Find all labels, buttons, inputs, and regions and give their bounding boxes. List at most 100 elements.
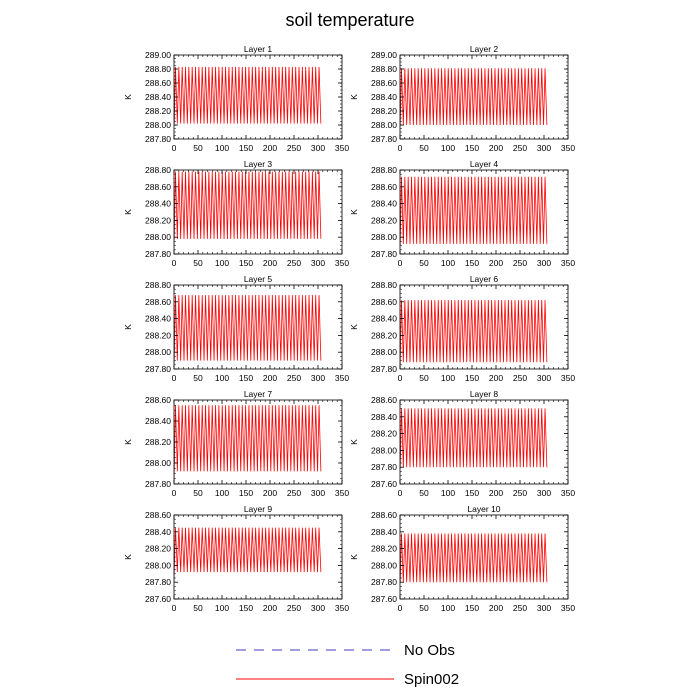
x-tick-label: 100 bbox=[441, 488, 455, 498]
y-tick-label: 288.00 bbox=[371, 560, 397, 570]
panel-layer-5: 0 50 100 150 200 250 300 350 287.80 288.00 288.20 2… bbox=[123, 274, 349, 383]
x-tick-label: 300 bbox=[311, 603, 325, 613]
panel-layer-2: 0 50 100 150 200 250 300 350 287.80 288.00 288.20 2… bbox=[349, 44, 575, 153]
y-tick-label: 288.80 bbox=[371, 280, 397, 290]
y-tick-label: 288.60 bbox=[145, 78, 171, 88]
x-tick-label: 50 bbox=[193, 373, 203, 383]
y-tick-label: 288.00 bbox=[145, 120, 171, 130]
x-tick-label: 100 bbox=[441, 258, 455, 268]
y-tick-label: 288.60 bbox=[371, 510, 397, 520]
x-tick-label: 150 bbox=[465, 488, 479, 498]
series-line-spin002 bbox=[400, 533, 548, 583]
y-tick-label: 288.00 bbox=[145, 560, 171, 570]
x-tick-label: 0 bbox=[172, 373, 177, 383]
x-tick-label: 200 bbox=[263, 373, 277, 383]
y-tick-label: 288.40 bbox=[145, 314, 171, 324]
y-tick-label: 287.80 bbox=[145, 479, 171, 489]
x-tick-label: 350 bbox=[335, 258, 349, 268]
y-tick-label: 288.20 bbox=[371, 215, 397, 225]
x-tick-label: 300 bbox=[537, 603, 551, 613]
x-tick-label: 100 bbox=[215, 488, 229, 498]
y-tick-label: 288.80 bbox=[371, 64, 397, 74]
x-tick-label: 0 bbox=[172, 258, 177, 268]
y-tick-label: 288.20 bbox=[145, 215, 171, 225]
x-tick-label: 150 bbox=[239, 488, 253, 498]
y-tick-label: 288.60 bbox=[145, 510, 171, 520]
x-tick-label: 350 bbox=[561, 603, 575, 613]
y-axis-label: K bbox=[349, 94, 359, 100]
y-tick-label: 288.80 bbox=[371, 165, 397, 175]
y-tick-label: 287.80 bbox=[145, 249, 171, 259]
legend-label-no-obs: No Obs bbox=[404, 642, 455, 659]
series-line-spin002 bbox=[174, 171, 322, 244]
y-tick-label: 288.20 bbox=[371, 106, 397, 116]
y-tick-label: 288.20 bbox=[145, 330, 171, 340]
x-tick-label: 0 bbox=[398, 258, 403, 268]
panel-title: Layer 10 bbox=[467, 504, 500, 514]
panel-title: Layer 6 bbox=[470, 274, 499, 284]
x-tick-label: 300 bbox=[311, 488, 325, 498]
panel-layer-7: 0 50 100 150 200 250 300 350 287.80 288.00 288.20 2… bbox=[123, 389, 349, 498]
x-tick-label: 0 bbox=[398, 488, 403, 498]
x-tick-label: 250 bbox=[287, 143, 301, 153]
x-tick-label: 100 bbox=[215, 603, 229, 613]
x-tick-label: 200 bbox=[489, 258, 503, 268]
y-tick-label: 288.00 bbox=[371, 232, 397, 242]
x-tick-label: 50 bbox=[193, 143, 203, 153]
y-tick-label: 288.20 bbox=[371, 544, 397, 554]
x-tick-label: 350 bbox=[335, 143, 349, 153]
legend: No Obs Spin002 bbox=[236, 642, 459, 688]
x-tick-label: 150 bbox=[239, 603, 253, 613]
y-tick-label: 288.40 bbox=[371, 412, 397, 422]
y-tick-label: 287.80 bbox=[145, 577, 171, 587]
y-tick-label: 289.00 bbox=[145, 50, 171, 60]
x-tick-label: 100 bbox=[215, 143, 229, 153]
x-tick-label: 50 bbox=[419, 603, 429, 613]
x-tick-label: 350 bbox=[561, 373, 575, 383]
y-tick-label: 288.40 bbox=[145, 527, 171, 537]
x-tick-label: 0 bbox=[398, 603, 403, 613]
y-tick-label: 288.40 bbox=[371, 92, 397, 102]
y-axis-label: K bbox=[349, 324, 359, 330]
y-tick-label: 288.40 bbox=[371, 527, 397, 537]
series-line-spin002 bbox=[400, 68, 548, 126]
y-tick-label: 288.80 bbox=[145, 280, 171, 290]
y-tick-label: 288.00 bbox=[371, 445, 397, 455]
y-axis-label: K bbox=[123, 439, 133, 445]
y-tick-label: 288.40 bbox=[145, 416, 171, 426]
y-tick-label: 288.00 bbox=[371, 347, 397, 357]
x-tick-label: 200 bbox=[263, 143, 277, 153]
figure-title: soil temperature bbox=[285, 10, 414, 30]
panel-title: Layer 7 bbox=[244, 389, 273, 399]
x-tick-label: 250 bbox=[287, 488, 301, 498]
panel-title: Layer 2 bbox=[470, 44, 499, 54]
y-axis-label: K bbox=[123, 94, 133, 100]
y-tick-label: 289.00 bbox=[371, 50, 397, 60]
y-tick-label: 288.40 bbox=[145, 92, 171, 102]
y-tick-label: 288.00 bbox=[145, 347, 171, 357]
y-tick-label: 288.60 bbox=[145, 395, 171, 405]
x-tick-label: 50 bbox=[419, 143, 429, 153]
x-tick-label: 250 bbox=[287, 373, 301, 383]
panel-title: Layer 5 bbox=[244, 274, 273, 284]
x-tick-label: 100 bbox=[441, 373, 455, 383]
series-line-spin002 bbox=[400, 176, 548, 248]
x-tick-label: 350 bbox=[335, 603, 349, 613]
x-tick-label: 100 bbox=[441, 603, 455, 613]
panel-title: Layer 3 bbox=[244, 159, 273, 169]
y-axis-label: K bbox=[123, 554, 133, 560]
x-tick-label: 350 bbox=[561, 488, 575, 498]
x-tick-label: 150 bbox=[465, 143, 479, 153]
y-tick-label: 287.80 bbox=[371, 462, 397, 472]
series-line-spin002 bbox=[400, 408, 548, 469]
y-tick-label: 288.40 bbox=[371, 314, 397, 324]
y-tick-label: 288.60 bbox=[371, 182, 397, 192]
y-tick-label: 287.80 bbox=[371, 134, 397, 144]
y-axis-label: K bbox=[349, 439, 359, 445]
x-tick-label: 250 bbox=[287, 603, 301, 613]
y-tick-label: 288.00 bbox=[145, 458, 171, 468]
panel-layer-9: 0 50 100 150 200 250 300 350 287.60 287.80 288.00 2… bbox=[123, 504, 349, 613]
x-tick-label: 250 bbox=[513, 258, 527, 268]
x-tick-label: 50 bbox=[193, 488, 203, 498]
